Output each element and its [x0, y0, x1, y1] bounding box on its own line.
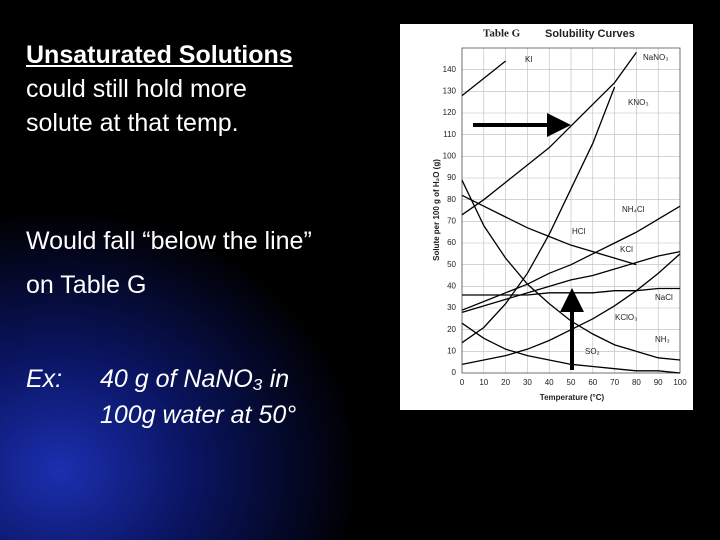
y-tick-label: 90: [447, 173, 456, 182]
y-tick-label: 120: [443, 108, 457, 117]
curve-label: NH₃: [655, 335, 670, 344]
y-tick-label: 30: [447, 303, 456, 312]
x-tick-label: 60: [588, 378, 597, 387]
x-tick-label: 0: [460, 378, 465, 387]
y-tick-label: 10: [447, 346, 456, 355]
curve: [461, 194, 637, 266]
x-tick-label: 90: [654, 378, 663, 387]
curve-label: NH₄Cl: [622, 205, 645, 214]
curve: [461, 205, 681, 311]
x-axis-label: Temperature (°C): [540, 393, 605, 402]
curve-label: KNO₃: [628, 98, 649, 107]
x-tick-label: 70: [610, 378, 619, 387]
y-tick-label: 70: [447, 216, 456, 225]
x-tick-label: 20: [501, 378, 510, 387]
x-tick-label: 40: [545, 378, 554, 387]
plot-frame: [461, 47, 681, 374]
curve-label: KI: [525, 55, 533, 64]
y-tick-label: 0: [452, 368, 457, 377]
curve-label: NaCl: [655, 293, 673, 302]
y-tick-label: 140: [443, 65, 457, 74]
curve-label: KClO₃: [615, 313, 637, 322]
x-tick-label: 80: [632, 378, 641, 387]
curve: [461, 86, 616, 344]
y-tick-label: 60: [447, 238, 456, 247]
curve-label: NaNO₃: [643, 53, 668, 62]
text-line: solute at that temp.: [26, 109, 239, 137]
heading: Unsaturated Solutions: [26, 41, 293, 69]
y-tick-label: 20: [447, 325, 456, 334]
y-axis-label: Solute per 100 g of H₂O (g): [432, 159, 441, 261]
chart-title: Table G: [483, 28, 521, 40]
y-tick-label: 80: [447, 195, 456, 204]
example-line: 100g water at 50°: [100, 401, 297, 429]
example-line: 40 g of NaNO₃ in: [100, 365, 290, 393]
curve-label: SO₂: [585, 347, 600, 356]
x-tick-label: 30: [523, 378, 532, 387]
y-tick-label: 100: [443, 151, 457, 160]
y-tick-label: 40: [447, 281, 456, 290]
curve-label: KCl: [620, 245, 633, 254]
text-line: could still hold more: [26, 75, 247, 103]
curve: [461, 60, 507, 97]
curve-label: HCl: [572, 227, 586, 236]
x-tick-label: 50: [567, 378, 576, 387]
text-line: Would fall “below the line”: [26, 227, 312, 255]
curve: [461, 251, 681, 313]
y-tick-label: 130: [443, 86, 457, 95]
chart-background: [400, 24, 693, 410]
text-line: on Table G: [26, 271, 147, 299]
example-label: Ex:: [26, 365, 63, 393]
curve: [461, 51, 637, 216]
x-tick-label: 10: [479, 378, 488, 387]
x-tick-label: 100: [673, 378, 687, 387]
y-tick-label: 50: [447, 260, 456, 269]
chart-subtitle: Solubility Curves: [545, 28, 635, 40]
y-tick-label: 110: [443, 130, 456, 139]
